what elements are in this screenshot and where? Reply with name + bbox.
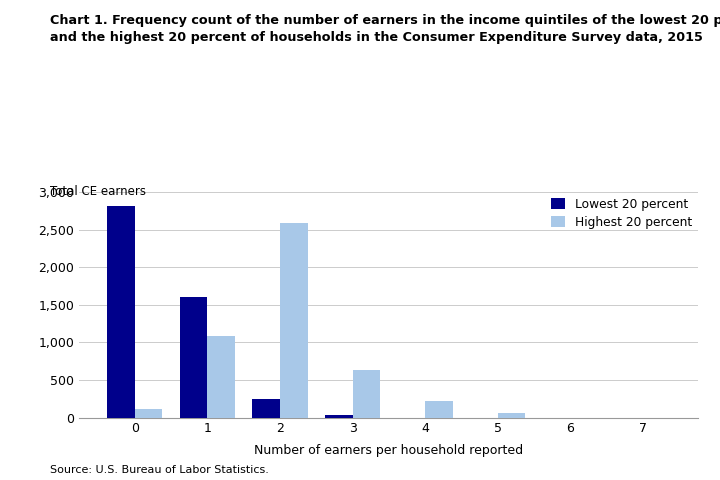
Bar — [253, 399, 280, 418]
Bar — [180, 297, 207, 418]
Bar — [207, 336, 235, 418]
Bar — [107, 205, 135, 418]
Bar — [135, 409, 163, 418]
Bar — [498, 413, 525, 418]
Bar — [280, 223, 307, 418]
Legend: Lowest 20 percent, Highest 20 percent: Lowest 20 percent, Highest 20 percent — [551, 198, 693, 229]
Bar — [325, 415, 353, 418]
X-axis label: Number of earners per household reported: Number of earners per household reported — [254, 444, 523, 457]
Text: Chart 1. Frequency count of the number of earners in the income quintiles of the: Chart 1. Frequency count of the number o… — [50, 14, 720, 45]
Bar — [425, 401, 453, 418]
Bar — [353, 370, 380, 418]
Text: Source: U.S. Bureau of Labor Statistics.: Source: U.S. Bureau of Labor Statistics. — [50, 465, 269, 475]
Text: Total CE earners: Total CE earners — [50, 185, 146, 198]
